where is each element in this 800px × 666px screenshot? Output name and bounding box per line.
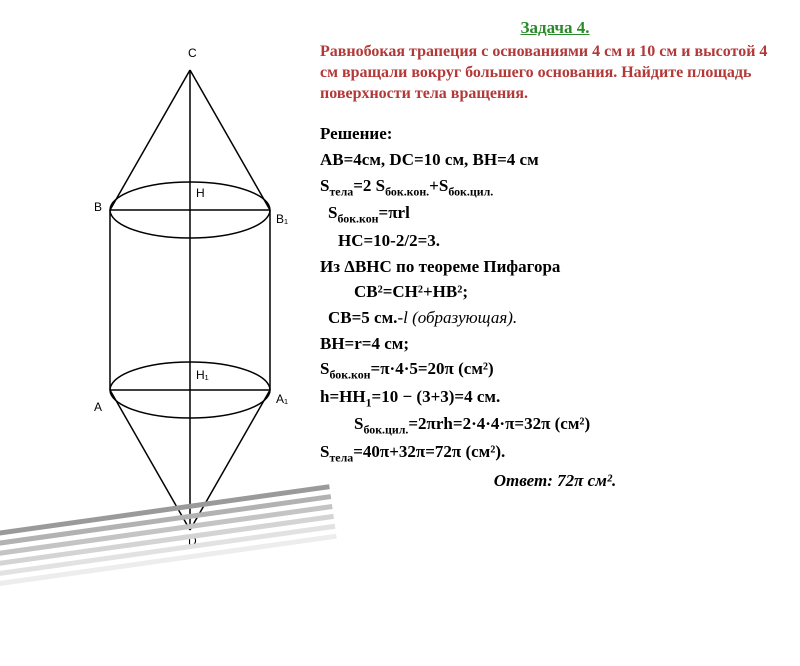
label-b1: B₁ [276,212,288,226]
line-given: AB=4см, DC=10 см, BH=4 см [320,148,790,173]
geometry-diagram: C B H B₁ A H₁ A₁ D [60,40,320,560]
line-scyl: Sбок.цил.=2πrh=2·4·4·π=32π (см²) [320,412,790,439]
diagram-svg [60,40,320,560]
task-title: Задача 4. [320,18,790,38]
line-bh: BH=r=4 см; [320,332,790,357]
line-scone: Sбок.кон=π·4·5=20π (см²) [320,357,790,384]
label-b: B [94,200,102,214]
label-c: C [188,46,197,60]
line-pythag: Из ΔBHC по теореме Пифагора [320,255,790,280]
label-a1: A₁ [276,392,288,406]
text-content: Задача 4. Равнобокая трапеция с основани… [320,18,790,494]
label-a: A [94,400,102,414]
line-stotal: Sтела=40π+32π=72π (см²). [320,440,790,467]
line-formula-total: Sтела=2 Sбок.кон.+Sбок.цил. [320,174,790,201]
footer-decoration [0,484,347,666]
line-cb: CB=5 см.-l (образующая). [320,306,790,331]
solution-header: Решение: [320,124,392,143]
label-h1: H₁ [196,368,209,382]
label-h: H [196,186,205,200]
solution-block: Решение: AB=4см, DC=10 см, BH=4 см Sтела… [320,122,790,493]
line-h: h=HH1=10 − (3+3)=4 см. [320,385,790,412]
answer: Ответ: 72π см². [320,469,790,494]
line-cb-sq: CB²=CH²+HB²; [320,280,790,305]
line-hc: HC=10-2/2=3. [320,229,790,254]
line-cone-formula: Sбок.кон=πrl [320,201,790,228]
task-problem: Равнобокая трапеция с основаниями 4 см и… [320,42,790,104]
